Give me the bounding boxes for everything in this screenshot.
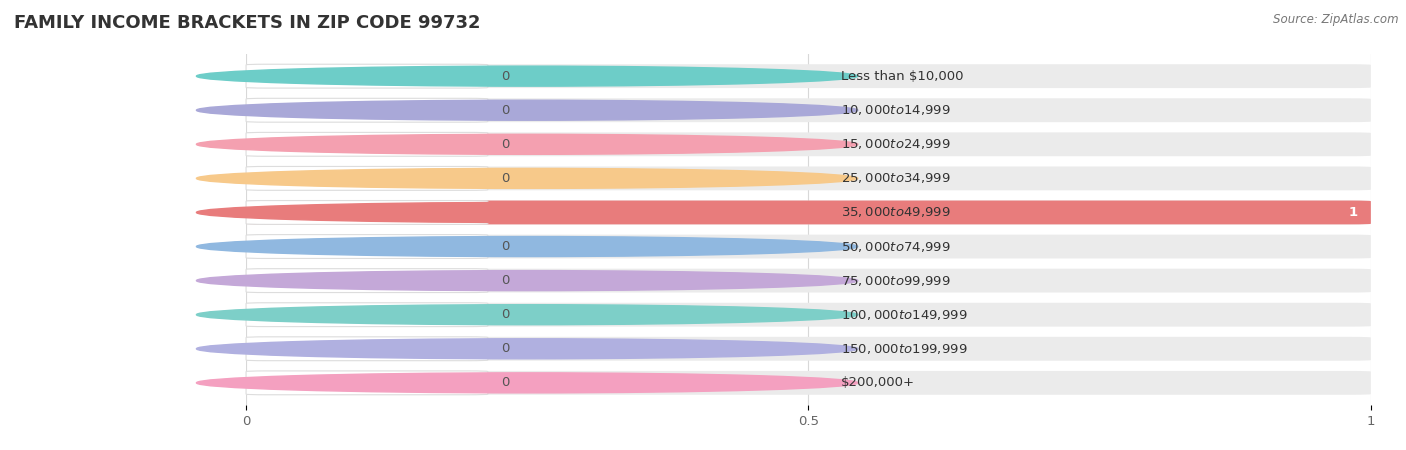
Text: $10,000 to $14,999: $10,000 to $14,999 (841, 103, 950, 117)
Text: $25,000 to $34,999: $25,000 to $34,999 (841, 171, 950, 185)
FancyBboxPatch shape (246, 201, 1371, 225)
Text: FAMILY INCOME BRACKETS IN ZIP CODE 99732: FAMILY INCOME BRACKETS IN ZIP CODE 99732 (14, 14, 481, 32)
FancyBboxPatch shape (246, 201, 1371, 225)
FancyBboxPatch shape (246, 132, 1371, 156)
FancyBboxPatch shape (246, 166, 1371, 190)
Text: $15,000 to $24,999: $15,000 to $24,999 (841, 137, 950, 151)
FancyBboxPatch shape (246, 269, 488, 292)
FancyBboxPatch shape (246, 64, 1371, 88)
Text: 0: 0 (502, 172, 510, 185)
Circle shape (197, 66, 858, 86)
FancyBboxPatch shape (246, 234, 1371, 258)
Text: Source: ZipAtlas.com: Source: ZipAtlas.com (1274, 14, 1399, 27)
FancyBboxPatch shape (246, 337, 488, 361)
FancyBboxPatch shape (246, 269, 1371, 292)
FancyBboxPatch shape (246, 303, 1371, 327)
Text: 1: 1 (1348, 206, 1357, 219)
FancyBboxPatch shape (246, 64, 488, 88)
Circle shape (197, 373, 858, 393)
FancyBboxPatch shape (246, 371, 488, 395)
Circle shape (197, 168, 858, 189)
Text: $200,000+: $200,000+ (841, 376, 915, 389)
FancyBboxPatch shape (246, 303, 488, 327)
Text: $35,000 to $49,999: $35,000 to $49,999 (841, 206, 950, 220)
Text: 0: 0 (502, 138, 510, 151)
Text: 0: 0 (502, 308, 510, 321)
FancyBboxPatch shape (246, 98, 488, 122)
Text: Less than $10,000: Less than $10,000 (841, 70, 963, 83)
FancyBboxPatch shape (246, 234, 488, 258)
Circle shape (197, 270, 858, 291)
FancyBboxPatch shape (246, 337, 1371, 361)
Text: $75,000 to $99,999: $75,000 to $99,999 (841, 274, 950, 288)
Text: 0: 0 (502, 342, 510, 355)
Text: 0: 0 (502, 274, 510, 287)
Circle shape (197, 237, 858, 256)
Circle shape (197, 100, 858, 120)
Text: $100,000 to $149,999: $100,000 to $149,999 (841, 308, 967, 322)
FancyBboxPatch shape (246, 201, 488, 225)
Text: 0: 0 (502, 70, 510, 83)
Circle shape (197, 202, 858, 222)
Circle shape (197, 134, 858, 154)
Text: 0: 0 (502, 240, 510, 253)
FancyBboxPatch shape (246, 132, 488, 156)
Text: 0: 0 (502, 104, 510, 117)
FancyBboxPatch shape (246, 166, 488, 190)
Circle shape (197, 305, 858, 325)
Text: $150,000 to $199,999: $150,000 to $199,999 (841, 342, 967, 356)
Circle shape (197, 339, 858, 359)
Text: 0: 0 (502, 376, 510, 389)
Text: $50,000 to $74,999: $50,000 to $74,999 (841, 239, 950, 253)
FancyBboxPatch shape (246, 371, 1371, 395)
FancyBboxPatch shape (246, 98, 1371, 122)
